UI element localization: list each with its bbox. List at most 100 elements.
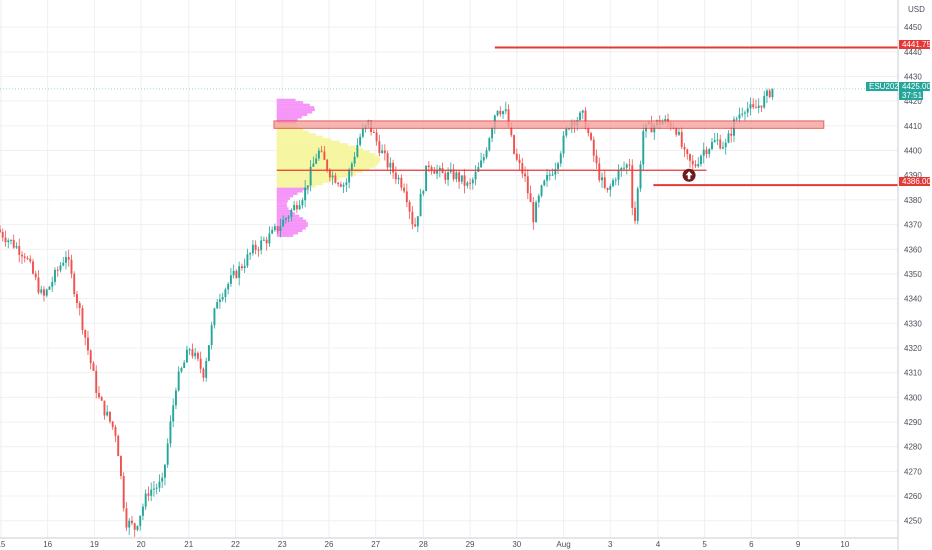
candle-body — [117, 435, 120, 457]
candle-body — [163, 464, 166, 478]
candle-body — [100, 397, 103, 401]
time-tick-label: 10 — [840, 540, 849, 549]
candle-body — [375, 132, 378, 142]
volume-profile-row — [276, 111, 313, 114]
volume-profile-row — [276, 209, 292, 213]
candle-body — [232, 270, 235, 276]
candle-body — [251, 244, 254, 254]
candle-body — [119, 456, 122, 477]
candle-body — [749, 104, 752, 109]
volume-profile-row — [276, 187, 309, 191]
candle-body — [328, 170, 331, 178]
candle-body — [98, 392, 100, 398]
candle-body — [537, 195, 540, 203]
candle-body — [631, 165, 634, 208]
lower-line-badge — [899, 177, 930, 186]
volume-profile-row — [276, 160, 381, 163]
volume-profile-row — [276, 231, 298, 235]
candle-body — [691, 160, 694, 165]
candle-body — [557, 163, 560, 170]
candle-body — [383, 150, 386, 154]
candle-body — [521, 163, 524, 174]
candle-body — [678, 132, 680, 135]
price-axis[interactable]: USD 4250 4260 4270 4280 4290 4300 4310 4320 4330… — [897, 0, 925, 550]
candle-body — [620, 167, 623, 171]
time-tick-label: 20 — [137, 540, 146, 549]
candle-body — [524, 173, 527, 177]
candle-body — [130, 520, 133, 524]
candle-body — [40, 289, 43, 293]
candle-body — [455, 172, 458, 180]
candle-body — [444, 173, 447, 180]
volume-profile-row — [276, 199, 288, 203]
volume-profile-row — [276, 138, 332, 141]
volume-profile-row — [276, 128, 304, 131]
time-tick-label: 6 — [749, 540, 754, 549]
candle-body — [361, 128, 364, 137]
time-tick-label: 28 — [419, 540, 428, 549]
time-tick-label: 22 — [231, 540, 240, 549]
price-tick-label: 4280 — [904, 443, 922, 452]
candle-body — [205, 360, 208, 378]
volume-profile-row — [276, 212, 295, 215]
price-tick-label: 4310 — [904, 369, 922, 378]
candle-body — [411, 211, 414, 225]
volume-profile-row — [276, 192, 298, 195]
candle-body — [719, 139, 722, 149]
candle-body — [150, 489, 153, 496]
candle-body — [229, 275, 232, 284]
candle-body — [471, 179, 474, 184]
time-tick-label: 27 — [371, 540, 380, 549]
candle-body — [128, 520, 131, 528]
candle-body — [207, 345, 210, 361]
volume-profile-row — [276, 204, 288, 208]
candle-body — [174, 390, 177, 406]
last-price-badge — [899, 82, 930, 91]
candle-body — [221, 297, 224, 300]
candle-body — [224, 289, 227, 298]
time-tick-label: 15 — [0, 540, 6, 549]
candle-body — [298, 205, 301, 210]
candle-body — [315, 158, 318, 164]
volume-profile-row — [276, 217, 304, 220]
time-tick-label: 4 — [656, 540, 661, 549]
last-price-label: 4425.00 — [902, 82, 931, 91]
candle-body — [326, 159, 329, 171]
candle-body — [290, 210, 293, 217]
candle-body — [166, 443, 169, 465]
candle-body — [766, 90, 768, 96]
price-tick-label: 4360 — [904, 245, 922, 254]
volume-profile — [276, 98, 381, 237]
time-tick-label: Aug — [556, 540, 570, 549]
drawing-overlays[interactable] — [0, 46, 898, 187]
volume-profile-row — [276, 167, 370, 171]
candle-body — [485, 150, 488, 158]
candle-body — [235, 270, 238, 278]
candle-body — [705, 149, 708, 154]
candle-body — [161, 477, 164, 482]
candle-body — [12, 239, 15, 248]
candle-body — [350, 163, 353, 171]
volume-profile-row — [276, 143, 348, 146]
candle-body — [317, 150, 320, 159]
candle-body — [623, 167, 625, 169]
candle-body — [249, 253, 252, 255]
candle-body — [735, 118, 738, 120]
candle-body — [345, 182, 348, 185]
candle-body — [584, 110, 587, 129]
time-tick-label: 26 — [325, 540, 334, 549]
candle-body — [213, 308, 216, 326]
candle-body — [392, 162, 395, 173]
candle-body — [191, 349, 194, 357]
candle-body — [273, 226, 276, 230]
candle-body — [771, 88, 774, 98]
candle-body — [452, 169, 455, 180]
candle-body — [1, 232, 4, 238]
candle-body — [240, 266, 243, 269]
countdown-badge — [899, 91, 923, 100]
volume-profile-row — [276, 214, 300, 218]
time-axis[interactable]: 15 16 19 20 21 22 23 26 27 28 29 30 Aug 3 4 5 6 9 10 — [0, 537, 898, 549]
price-tick-label: 4320 — [904, 344, 922, 353]
candle-body — [92, 363, 95, 371]
